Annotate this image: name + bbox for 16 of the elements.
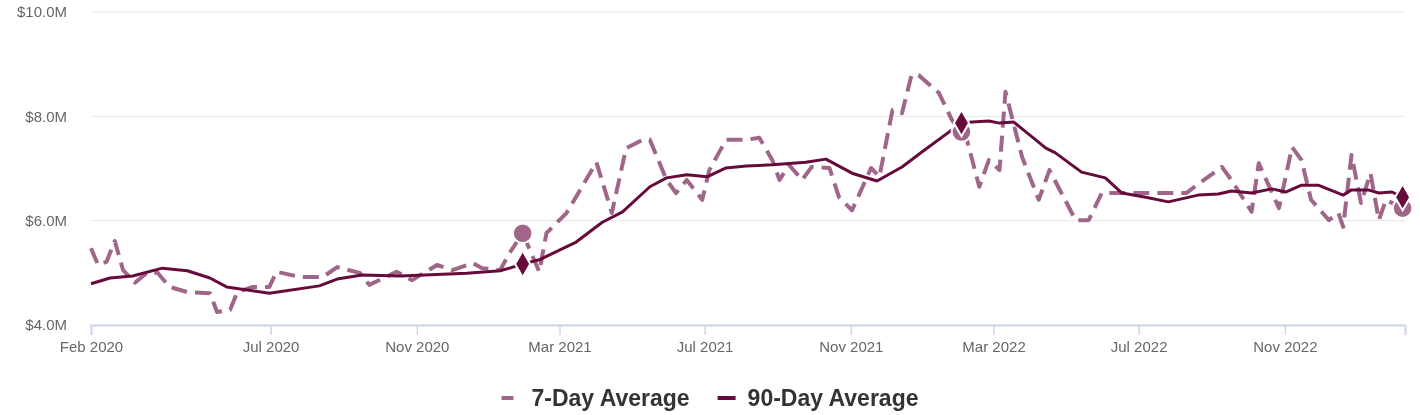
x-tick-label: Jul 2022 [1110, 337, 1168, 355]
x-tick-label: Mar 2022 [962, 337, 1026, 355]
y-tick-label: $6.0M [25, 211, 67, 229]
legend-label: 7-Day Average [531, 385, 690, 411]
x-tick-label: Nov 2022 [1253, 337, 1318, 355]
x-tick-label: Jul 2020 [242, 337, 300, 355]
y-tick-label: $10.0M [16, 3, 67, 21]
x-tick-label: Nov 2020 [385, 337, 450, 355]
point [511, 222, 534, 244]
y-tick-label: $8.0M [25, 107, 67, 125]
x-tick-label: Mar 2021 [528, 337, 592, 355]
x-tick-label: Feb 2020 [59, 337, 124, 355]
x-tick-label: Nov 2021 [819, 337, 884, 355]
x-tick-label: Jul 2021 [676, 337, 734, 355]
y-tick-label: $4.0M [25, 316, 67, 334]
legend-label: 90-Day Average [747, 385, 919, 411]
